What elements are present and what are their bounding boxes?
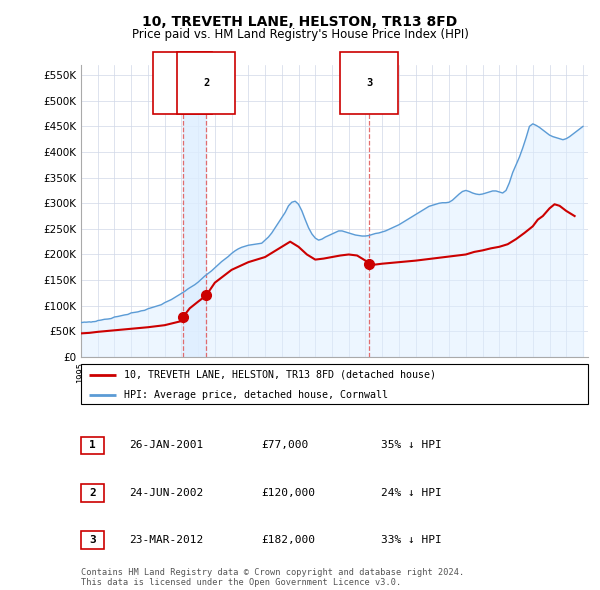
Text: £77,000: £77,000 (261, 441, 308, 450)
Text: 24-JUN-2002: 24-JUN-2002 (129, 488, 203, 497)
FancyBboxPatch shape (81, 531, 104, 549)
Text: £120,000: £120,000 (261, 488, 315, 497)
Text: 2: 2 (89, 488, 96, 497)
Text: 10, TREVETH LANE, HELSTON, TR13 8FD (detached house): 10, TREVETH LANE, HELSTON, TR13 8FD (det… (124, 370, 436, 380)
Text: 23-MAR-2012: 23-MAR-2012 (129, 535, 203, 545)
Text: 24% ↓ HPI: 24% ↓ HPI (381, 488, 442, 497)
Text: 2: 2 (203, 78, 209, 88)
Text: 3: 3 (366, 78, 372, 88)
Text: 35% ↓ HPI: 35% ↓ HPI (381, 441, 442, 450)
FancyBboxPatch shape (81, 364, 588, 404)
Text: 1: 1 (179, 78, 185, 88)
Text: 26-JAN-2001: 26-JAN-2001 (129, 441, 203, 450)
Bar (182, 65, 206, 357)
Text: HPI: Average price, detached house, Cornwall: HPI: Average price, detached house, Corn… (124, 391, 388, 401)
Text: Price paid vs. HM Land Registry's House Price Index (HPI): Price paid vs. HM Land Registry's House … (131, 28, 469, 41)
Text: £182,000: £182,000 (261, 535, 315, 545)
FancyBboxPatch shape (81, 484, 104, 502)
Text: 3: 3 (89, 535, 96, 545)
Text: 1: 1 (89, 441, 96, 450)
Text: 10, TREVETH LANE, HELSTON, TR13 8FD: 10, TREVETH LANE, HELSTON, TR13 8FD (142, 15, 458, 29)
Text: 33% ↓ HPI: 33% ↓ HPI (381, 535, 442, 545)
Text: Contains HM Land Registry data © Crown copyright and database right 2024.
This d: Contains HM Land Registry data © Crown c… (81, 568, 464, 587)
FancyBboxPatch shape (81, 437, 104, 454)
